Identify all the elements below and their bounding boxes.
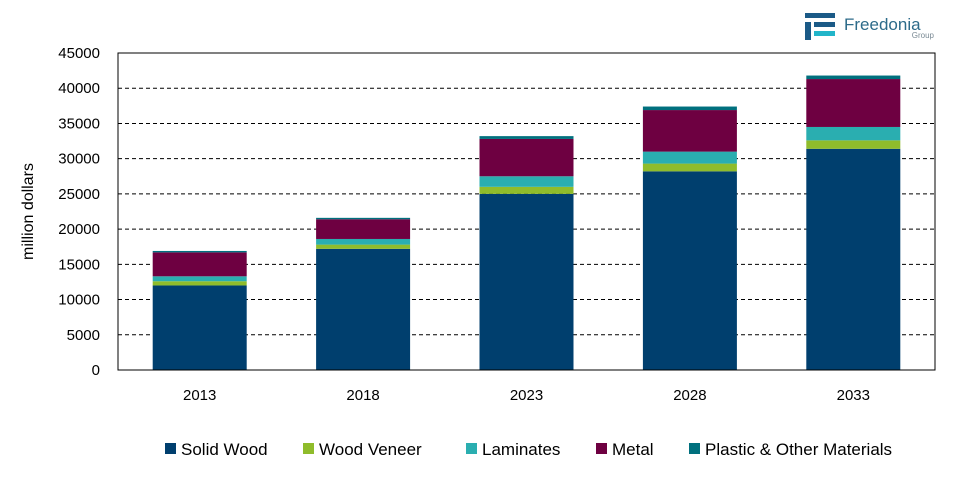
y-tick-label: 35000	[58, 115, 100, 132]
plot-frame	[117, 52, 936, 371]
bar-segment-2028-2	[642, 151, 737, 164]
legend-swatch	[165, 443, 176, 454]
bar-segment-2013-2	[152, 276, 247, 282]
bar-segment-2033-4	[806, 75, 901, 80]
y-axis-ticks: 0 5000 10000 15000 20000 25000 30000 35000 40000…	[58, 45, 100, 379]
legend-label: Metal	[612, 440, 654, 459]
bar-segment-2013-0	[152, 285, 247, 370]
bar-segment-2018-4	[316, 217, 411, 220]
y-tick-label: 30000	[58, 151, 100, 168]
legend-label: Wood Veneer	[319, 440, 422, 459]
legend-label: Laminates	[482, 440, 560, 459]
legend: Solid Wood Wood Veneer Laminates Metal Plast…	[165, 440, 892, 459]
x-tick-label: 2028	[673, 387, 706, 404]
bars	[152, 75, 901, 370]
bar-segment-2033-3	[806, 79, 901, 127]
x-axis-ticks: 2013 2018 2023 2028 2033	[183, 387, 870, 404]
logo-mark-bar-1	[805, 13, 835, 18]
bar-segment-2033-1	[806, 140, 901, 149]
bar-segment-2033-0	[806, 148, 901, 370]
bar-segment-2023-1	[479, 186, 574, 194]
freedonia-logo: Freedonia Group	[805, 13, 935, 40]
y-tick-label: 5000	[67, 327, 100, 344]
y-tick-label: 0	[92, 362, 100, 379]
bar-segment-2023-0	[479, 193, 574, 370]
legend-swatch	[689, 443, 700, 454]
bar-segment-2028-4	[642, 106, 737, 111]
bar-segment-2028-3	[642, 110, 737, 152]
x-tick-label: 2013	[183, 387, 216, 404]
x-tick-label: 2033	[837, 387, 870, 404]
logo-name: Freedonia	[844, 15, 921, 34]
y-tick-label: 25000	[58, 186, 100, 203]
bar-segment-2018-1	[316, 244, 411, 249]
logo-mark-bar-3	[814, 31, 835, 36]
y-axis-label: million dollars	[20, 163, 37, 260]
legend-label: Plastic & Other Materials	[705, 440, 892, 459]
logo-mark-stem	[805, 22, 811, 40]
legend-swatch	[303, 443, 314, 454]
logo-sub: Group	[912, 31, 935, 40]
bar-segment-2018-2	[316, 238, 411, 245]
y-tick-label: 20000	[58, 221, 100, 238]
bar-segment-2023-2	[479, 176, 574, 187]
bar-segment-2023-3	[479, 138, 574, 177]
bar-segment-2018-3	[316, 219, 411, 239]
legend-swatch	[596, 443, 607, 454]
bar-segment-2028-0	[642, 171, 737, 370]
y-tick-label: 15000	[58, 256, 100, 273]
y-tick-label: 10000	[58, 292, 100, 309]
bar-segment-2018-0	[316, 248, 411, 370]
bar-segment-2013-3	[152, 252, 247, 277]
y-tick-label: 40000	[58, 80, 100, 97]
bar-segment-2028-1	[642, 163, 737, 172]
bar-segment-2033-2	[806, 126, 901, 141]
logo-mark-bar-2	[814, 22, 835, 27]
legend-swatch	[466, 443, 477, 454]
x-tick-label: 2023	[510, 387, 543, 404]
bar-segment-2013-4	[152, 250, 247, 253]
y-tick-label: 45000	[58, 45, 100, 62]
legend-label: Solid Wood	[181, 440, 268, 459]
x-tick-label: 2018	[346, 387, 379, 404]
bar-segment-2023-4	[479, 136, 574, 139]
bar-segment-2013-1	[152, 281, 247, 286]
